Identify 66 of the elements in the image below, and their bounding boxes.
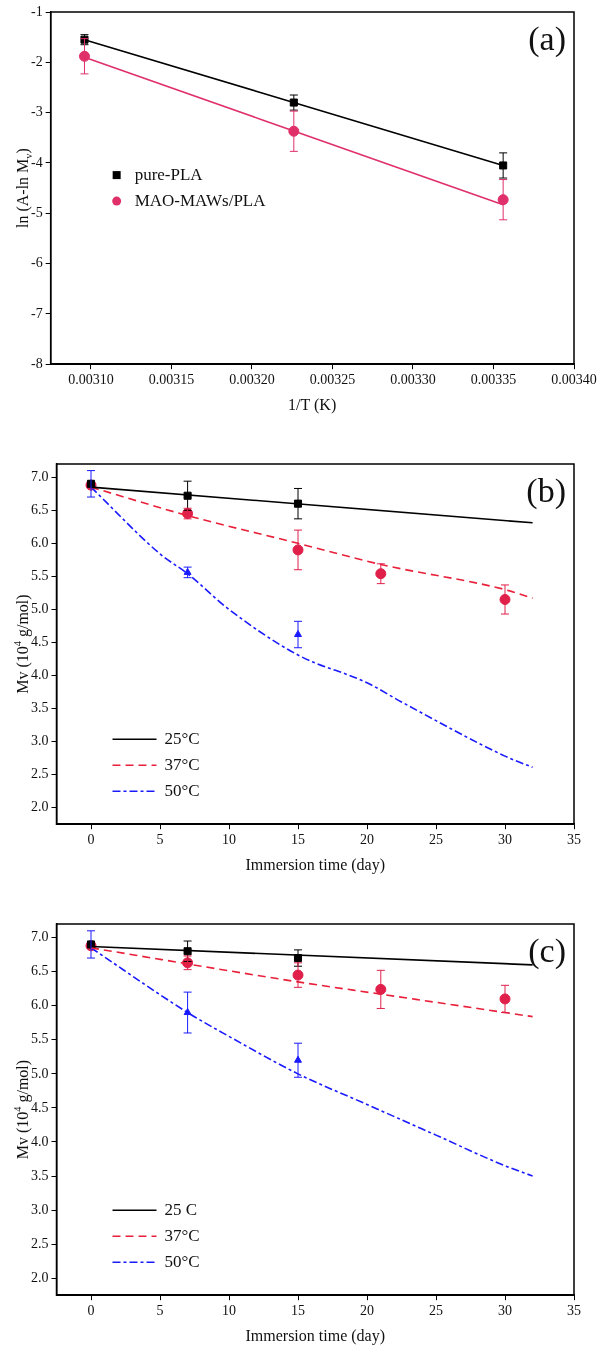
y-tick-label: 6.5: [31, 501, 49, 517]
x-tick-label: 20: [360, 1303, 374, 1319]
x-tick-label: 35: [567, 1303, 581, 1319]
y-tick-label: -6: [30, 255, 43, 271]
x-tick-label: 15: [291, 1303, 305, 1319]
y-tick-label: 4.5: [31, 1099, 49, 1115]
y-tick-label: 2.0: [31, 1269, 49, 1285]
x-tick-label: 0.00315: [148, 372, 195, 388]
x-tick-label: 25: [429, 1303, 443, 1319]
x-tick-label: 15: [291, 832, 305, 848]
y-tick-label: 6.0: [31, 534, 49, 550]
y-tick-label: 2.5: [31, 766, 49, 782]
y-tick-label: 5.5: [31, 568, 49, 584]
legend-label: 25 C: [164, 1199, 198, 1219]
y-tick-label: 5.0: [31, 1065, 49, 1081]
y-tick-label: 3.0: [31, 1201, 49, 1217]
y-tick-label: 4.5: [31, 634, 49, 650]
legend-label: pure-PLA: [134, 164, 204, 184]
x-tick-label: 0: [87, 832, 95, 848]
y-tick-label: 4.0: [31, 1133, 49, 1149]
x-axis-title: 1/T (K): [288, 396, 337, 415]
y-tick-label: 3.5: [31, 1167, 49, 1183]
y-tick-label: 6.5: [31, 963, 49, 979]
x-tick-label: 30: [498, 832, 512, 848]
x-tick-label: 0.00320: [229, 372, 275, 388]
annotation: (a): [528, 19, 566, 58]
x-tick-label: 0.00330: [390, 372, 436, 388]
y-tick-label: 2.0: [31, 799, 49, 815]
legend-label: 50°C: [164, 780, 200, 800]
x-tick-label: 0.00310: [68, 372, 114, 388]
y-tick-label: 6.0: [31, 997, 49, 1013]
x-tick-label: 25: [429, 832, 443, 848]
x-axis-title: Immersion time (day): [245, 1327, 386, 1346]
x-tick-label: 0.00325: [309, 372, 356, 388]
y-tick-label: 5.5: [31, 1031, 49, 1047]
y-tick-label: 5.0: [31, 601, 49, 617]
y-tick-label: -8: [30, 355, 43, 371]
y-tick-label: -5: [30, 204, 43, 220]
x-tick-label: 5: [156, 832, 164, 848]
legend-label: 37°C: [164, 1225, 200, 1245]
legend-label: 37°C: [164, 754, 200, 774]
y-tick-label: -7: [30, 305, 43, 321]
y-tick-label: -2: [30, 53, 43, 69]
x-tick-label: 0.00340: [551, 372, 597, 388]
y-tick-label: 2.5: [31, 1235, 49, 1251]
legend-label: 50°C: [164, 1251, 200, 1271]
annotation: (b): [526, 471, 566, 510]
annotation: (c): [528, 931, 566, 970]
x-tick-label: 10: [222, 1303, 236, 1319]
x-tick-label: 20: [360, 832, 374, 848]
x-tick-label: 5: [156, 1303, 164, 1319]
x-tick-label: 0: [87, 1303, 95, 1319]
legend-label: 25°C: [164, 728, 200, 748]
y-tick-label: -1: [30, 3, 43, 19]
y-tick-label: 3.0: [31, 733, 49, 749]
y-tick-label: -3: [30, 104, 43, 120]
x-tick-label: 30: [498, 1303, 512, 1319]
x-axis-title: Immersion time (day): [245, 856, 386, 875]
legend-label: MAO-MAWs/PLA: [134, 190, 267, 210]
x-tick-label: 0.00335: [470, 372, 517, 388]
x-tick-label: 35: [567, 832, 581, 848]
y-tick-label: 3.5: [31, 700, 49, 716]
y-tick-label: 7.0: [31, 929, 49, 945]
y-tick-label: 7.0: [31, 468, 49, 484]
y-tick-label: 4.0: [31, 667, 49, 683]
x-tick-label: 10: [222, 832, 236, 848]
